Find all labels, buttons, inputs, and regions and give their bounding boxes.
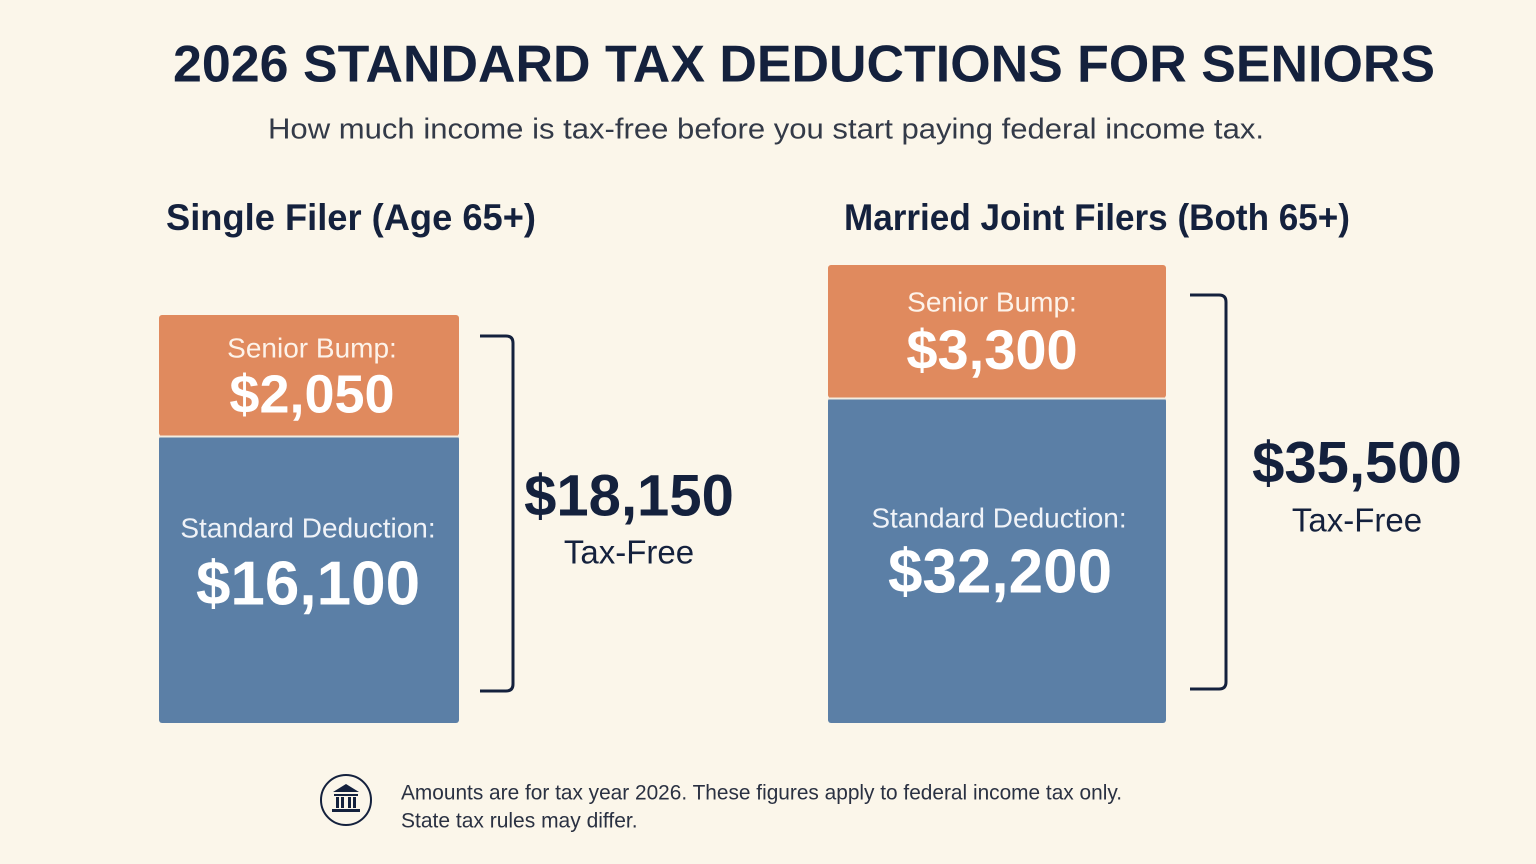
- segment-value: $32,200: [888, 537, 1112, 606]
- senior-bump-block: [828, 265, 1166, 398]
- footnote-line: Amounts are for tax year 2026. These fig…: [401, 782, 1122, 805]
- total-value: $35,500: [1252, 430, 1462, 495]
- segment-label: Senior Bump:: [907, 286, 1077, 317]
- bracket: [1190, 293, 1228, 691]
- panel-heading: Married Joint Filers (Both 65+): [844, 197, 1350, 238]
- segment-value: $16,100: [196, 549, 420, 618]
- bracket: [480, 334, 515, 693]
- footnote-line: State tax rules may differ.: [401, 810, 638, 833]
- segment-value: $3,300: [906, 318, 1077, 381]
- senior-bump-block: [159, 315, 459, 436]
- total-value: $18,150: [524, 463, 734, 528]
- title: 2026 STANDARD TAX DEDUCTIONS FOR SENIORS: [173, 36, 1435, 94]
- segment-label: Standard Deduction:: [871, 502, 1126, 533]
- segment-label: Standard Deduction:: [180, 512, 435, 543]
- bank-icon: [320, 774, 372, 826]
- segment-value: $2,050: [229, 364, 394, 424]
- total-label: Tax-Free: [1292, 502, 1422, 539]
- segment-label: Senior Bump:: [227, 332, 397, 363]
- standard-deduction-block: [828, 398, 1166, 723]
- panel-heading: Single Filer (Age 65+): [166, 197, 536, 238]
- subtitle: How much income is tax-free before you s…: [268, 114, 1264, 146]
- standard-deduction-block: [159, 436, 459, 723]
- total-label: Tax-Free: [564, 534, 694, 571]
